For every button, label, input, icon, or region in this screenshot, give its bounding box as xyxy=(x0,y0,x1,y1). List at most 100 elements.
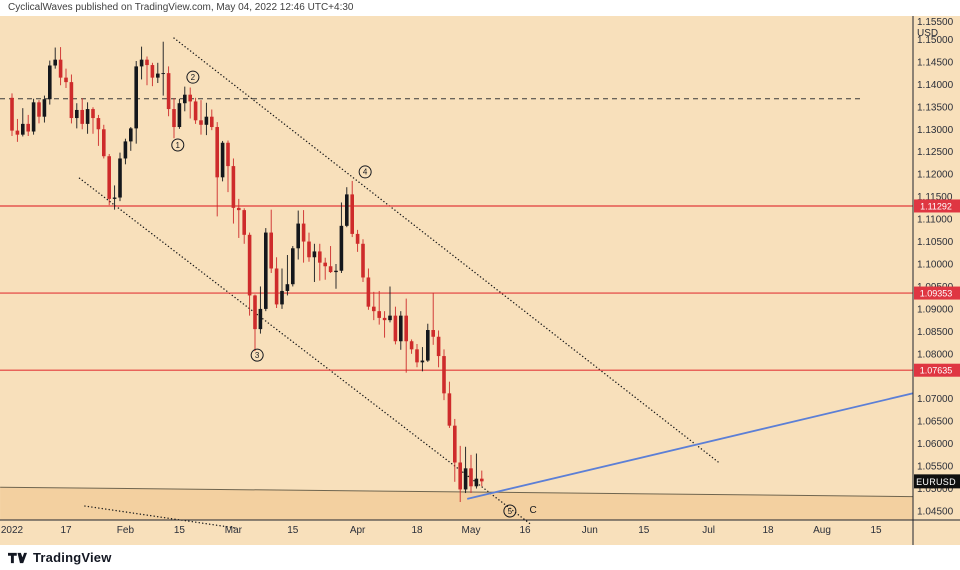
support-zone-top[interactable] xyxy=(0,486,960,498)
symbol-badge xyxy=(914,474,960,489)
candle-body xyxy=(291,248,295,285)
candle-body xyxy=(264,232,268,309)
candle-body xyxy=(161,73,165,75)
candle-body xyxy=(215,127,219,178)
price-tick-1.09000: 1.09000 xyxy=(917,304,954,315)
time-tick-May: May xyxy=(462,525,481,536)
time-tick-Aug: Aug xyxy=(813,525,831,536)
price-tick-1.10500: 1.10500 xyxy=(917,237,954,248)
axis-currency-label: USD xyxy=(917,28,938,39)
candle-body xyxy=(150,65,155,78)
price-tick-1.11500: 1.11500 xyxy=(917,192,953,203)
candle-body xyxy=(296,223,300,249)
candle-body xyxy=(177,103,182,128)
wave-channel-upper-dotted[interactable] xyxy=(173,37,721,464)
publish-info-bar: CyclicalWaves published on TradingView.c… xyxy=(0,0,960,16)
candle-body xyxy=(442,356,446,394)
wave-label-text-1: 1 xyxy=(176,141,181,150)
candle-body xyxy=(269,232,273,269)
candle-body xyxy=(96,118,101,130)
candle-body xyxy=(10,97,14,131)
candle-body xyxy=(85,109,90,124)
time-tick-16: 16 xyxy=(519,525,531,536)
chart-background xyxy=(0,16,960,545)
candle-body xyxy=(285,284,290,291)
minor-dotted-line[interactable] xyxy=(84,505,237,529)
wave-label-circle-2[interactable] xyxy=(186,70,200,84)
wave-label-circle-1[interactable] xyxy=(171,138,185,152)
candle-body xyxy=(156,73,160,78)
candle-body xyxy=(258,308,263,330)
candle-body xyxy=(318,251,322,263)
candle-body xyxy=(388,315,392,321)
price-tick-1.11000: 1.11000 xyxy=(917,215,953,226)
price-level-badge-1.09353 xyxy=(914,286,960,300)
projection-line-blue[interactable] xyxy=(467,381,960,500)
price-level-badge-1.11292 xyxy=(914,199,960,213)
time-tick-Jul: Jul xyxy=(702,525,715,536)
candle-body xyxy=(123,141,128,159)
price-tick-1.15500: 1.15500 xyxy=(917,17,954,28)
candle-body xyxy=(107,156,111,199)
candle-body xyxy=(415,349,419,363)
price-tick-1.08500: 1.08500 xyxy=(917,327,954,338)
candle-body xyxy=(183,94,187,104)
chart-area[interactable]: 1 2 3 4 5 C 1.15500 USD 1.15000 1.14500 1.14000 1.1… xyxy=(0,16,960,545)
price-tick-1.05000: 1.05000 xyxy=(917,484,954,495)
candle-body xyxy=(274,268,279,305)
wave-labels-layer: 1 2 3 4 5 C xyxy=(171,70,537,518)
time-tick-Mar: Mar xyxy=(225,525,243,536)
tradingview-logo-icon[interactable] xyxy=(8,551,27,565)
price-tick-1.13000: 1.13000 xyxy=(917,125,954,136)
wave-channel-lower-dotted[interactable] xyxy=(78,177,532,525)
time-tick-Feb: Feb xyxy=(117,525,135,536)
wave-label-text-C[interactable]: C xyxy=(529,505,536,516)
candle-body xyxy=(58,59,63,78)
price-tick-1.14500: 1.14500 xyxy=(917,57,954,68)
price-tick-1.06000: 1.06000 xyxy=(917,439,954,450)
candle-body xyxy=(129,128,133,142)
tradingview-brand-text[interactable]: TradingView xyxy=(33,550,112,565)
candle-body xyxy=(91,109,95,119)
candle-body xyxy=(145,59,149,66)
candle-body xyxy=(220,142,225,178)
price-level-badge-text: 1.07635 xyxy=(920,366,953,376)
wave-label-circle-3[interactable] xyxy=(250,348,264,362)
footer-bar: TradingView xyxy=(0,545,960,570)
candle-body xyxy=(366,277,371,307)
candle-body xyxy=(404,315,408,342)
candle-body xyxy=(474,478,479,487)
candle-body xyxy=(420,360,425,363)
price-axis-panel[interactable] xyxy=(913,16,960,545)
candle-body xyxy=(361,243,365,278)
candle-body xyxy=(237,207,241,211)
attribution-text: CyclicalWaves published on TradingView.c… xyxy=(8,2,354,13)
candle-body xyxy=(312,251,317,258)
candle-body xyxy=(172,109,176,128)
price-tick-1.12000: 1.12000 xyxy=(917,170,954,181)
candle-body xyxy=(372,306,376,312)
support-zone-fill xyxy=(0,487,960,520)
candle-body xyxy=(210,116,214,128)
wave-label-circle-5[interactable] xyxy=(503,504,517,518)
candle-body xyxy=(102,129,106,157)
candle-body xyxy=(393,315,398,342)
price-tick-1.07000: 1.07000 xyxy=(917,394,954,405)
candle-body xyxy=(280,290,284,305)
candle-body xyxy=(377,311,381,318)
candle-body xyxy=(112,197,117,199)
candle-body xyxy=(15,130,20,135)
candle-body xyxy=(345,194,349,226)
price-level-badge-text: 1.11292 xyxy=(920,201,952,211)
wave-label-text-3: 3 xyxy=(255,351,260,360)
candle-body xyxy=(350,194,354,234)
candle-body xyxy=(53,59,57,66)
wave-label-circle-4[interactable] xyxy=(358,165,372,179)
candle-body xyxy=(37,102,41,117)
candle-body xyxy=(334,270,338,273)
time-tick-15: 15 xyxy=(638,525,650,536)
candle-body xyxy=(436,336,441,357)
time-tick-15: 15 xyxy=(174,525,186,536)
